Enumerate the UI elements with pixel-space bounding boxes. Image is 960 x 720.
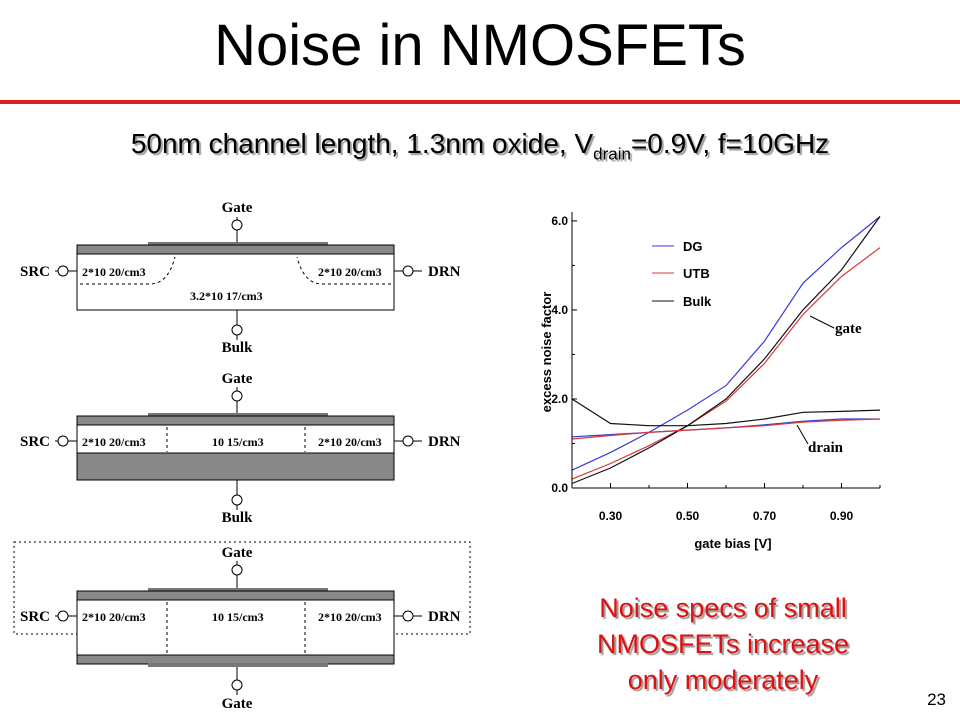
subtitle-main: 50nm channel length, 1.3nm oxide, V (130, 128, 594, 159)
slide-subtitle: 50nm channel length, 1.3nm oxide, Vdrain… (0, 128, 960, 165)
utb-gate-terminal-icon (231, 390, 243, 402)
utb-channel-doping: 10 15/cm3 (212, 435, 264, 449)
utb-buried-oxide (76, 452, 395, 481)
legend-utb: UTB (683, 266, 710, 281)
utb-bulk-terminal-icon (231, 494, 243, 506)
subtitle-rest: =0.9V, f=10GHz (630, 128, 830, 159)
dg-channel-doping: 10 15/cm3 (212, 610, 264, 624)
title-divider (0, 100, 960, 104)
bulk-src-terminal-icon (57, 265, 69, 277)
bulk-bulk-terminal-icon (231, 324, 243, 336)
bulk-source-junction (80, 256, 176, 285)
bulk-substrate (76, 253, 395, 311)
utb-right-doping: 2*10 20/cm3 (318, 435, 382, 449)
utb-oxide-layer (76, 415, 395, 426)
series-line-bulk-drain (571, 398, 881, 427)
note-line-2: NMOSFETs increase (596, 629, 850, 659)
y-tick-label: 6.0 (551, 214, 568, 228)
utb-mosfet-diagram: Gate SRC DRN 2*10 20/cm3 10 15/cm3 2*10 … (20, 371, 461, 526)
utb-drn-label: DRN (428, 434, 461, 450)
dg-src-label: SRC (20, 609, 50, 625)
annotation-gate: gate (835, 321, 862, 337)
y-tick-label: 4.0 (551, 303, 568, 317)
dg-drn-label: DRN (428, 609, 461, 625)
chart-ylabel: excess noise factor (539, 292, 554, 413)
dg-src-terminal-icon (57, 610, 69, 622)
x-tick-label: 0.90 (830, 509, 854, 523)
utb-left-doping: 2*10 20/cm3 (82, 435, 146, 449)
page-number: 23 (927, 690, 946, 709)
bulk-bulk-label: Bulk (222, 340, 254, 356)
series-line-utb-drain (571, 418, 881, 440)
series-line-dg-gate (571, 216, 881, 471)
subtitle-subscript: drain (593, 144, 631, 164)
noise-chart: 0.0 2.0 4.0 6.0 0.30 0.50 0.70 0.90 excess nois… (539, 212, 881, 551)
note-line-3: only moderately (627, 665, 819, 695)
chart-xlabel: gate bias [V] (694, 536, 771, 551)
dg-top-oxide (76, 590, 395, 601)
utb-drn-terminal-icon (402, 435, 414, 447)
dg-silicon-film (76, 599, 395, 656)
y-tick-label: 0.0 (551, 481, 568, 495)
utb-gate-label: Gate (222, 371, 253, 387)
series-line-bulk-gate (571, 216, 881, 485)
dg-drn-terminal-icon (402, 610, 414, 622)
utb-bulk-label: Bulk (222, 510, 254, 526)
series-line-utb-gate (571, 247, 881, 480)
legend-dg: DG (683, 239, 703, 254)
bulk-left-doping: 2*10 20/cm3 (82, 265, 146, 279)
annotation-drain: drain (808, 440, 844, 456)
bulk-channel-doping: 3.2*10 17/cm3 (190, 289, 263, 303)
bulk-gate-terminal-icon (231, 219, 243, 231)
legend-bulk: Bulk (683, 294, 712, 309)
slide-title: Noise in NMOSFETs (214, 13, 746, 78)
bulk-oxide-layer (76, 244, 395, 255)
bulk-gate-label: Gate (222, 200, 253, 216)
bulk-drain-junction (296, 256, 391, 285)
utb-src-terminal-icon (57, 435, 69, 447)
conclusion-note: Noise specs of small NMOSFETs increase o… (548, 590, 898, 698)
x-tick-label: 0.50 (676, 509, 700, 523)
dg-mosfet-diagram: Gate SRC DRN 2*10 20/cm3 10 15/cm3 2*10 … (13, 541, 471, 712)
dg-bottom-oxide (76, 654, 395, 665)
x-tick-label: 0.70 (753, 509, 777, 523)
bulk-gate-electrode (148, 242, 328, 246)
dg-right-doping: 2*10 20/cm3 (318, 610, 382, 624)
bulk-drn-label: DRN (428, 264, 461, 280)
chart-series-group (571, 216, 881, 485)
chart-axes-group: 0.0 2.0 4.0 6.0 0.30 0.50 0.70 0.90 (551, 212, 881, 523)
dg-left-doping: 2*10 20/cm3 (82, 610, 146, 624)
chart-legend: DG UTB Bulk (652, 239, 712, 309)
y-tick-label: 2.0 (551, 392, 568, 406)
x-tick-label: 0.30 (599, 509, 623, 523)
bulk-src-label: SRC (20, 264, 50, 280)
utb-src-label: SRC (20, 434, 50, 450)
bulk-mosfet-diagram: Gate SRC DRN 2*10 20/cm3 2*10 20/cm3 3.2… (20, 200, 461, 356)
note-line-1: Noise specs of small (599, 593, 847, 623)
bulk-right-doping: 2*10 20/cm3 (318, 265, 382, 279)
dg-top-gate-label: Gate (222, 545, 253, 561)
bulk-drn-terminal-icon (402, 265, 414, 277)
utb-silicon-film (76, 424, 395, 454)
dg-bottom-gate-terminal-icon (231, 679, 243, 691)
dg-bottom-gate-label: Gate (222, 696, 253, 712)
dg-top-gate-terminal-icon (231, 564, 243, 576)
